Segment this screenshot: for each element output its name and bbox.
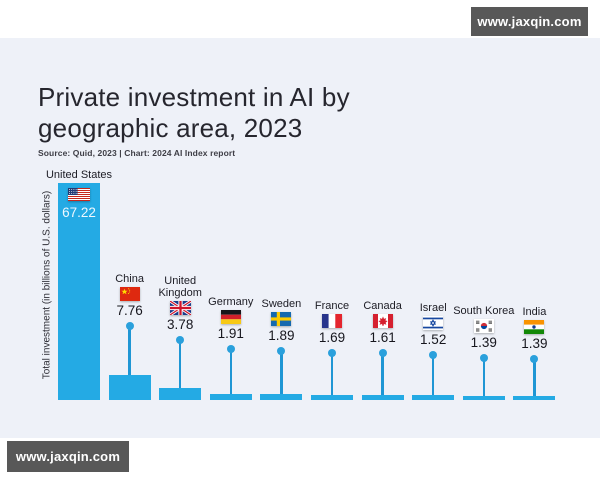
- connector-stem-canada: [381, 353, 384, 395]
- germany-flag-icon: [220, 310, 241, 324]
- country-label-france: France: [314, 299, 350, 312]
- connector-dot-china: [125, 322, 134, 330]
- country-label-united-kingdom: United Kingdom: [158, 275, 202, 299]
- bar-united-kingdom: [159, 387, 202, 400]
- bar-germany: [209, 393, 252, 400]
- country-label-india: India: [522, 305, 547, 318]
- israel-flag-icon: [423, 316, 444, 330]
- country-label-south-korea: South Korea: [453, 304, 515, 317]
- value-label-united-states: 67.22: [62, 205, 96, 220]
- connector-dot-germany: [226, 345, 235, 353]
- connector-stem-united-kingdom: [178, 340, 182, 388]
- connector-stem-india: [533, 359, 536, 396]
- value-label-south-korea: 1.39: [470, 335, 497, 350]
- bar-sweden: [260, 393, 303, 400]
- watermark-top: www.jaxqin.com: [471, 7, 588, 36]
- value-label-united-kingdom: 3.78: [167, 317, 194, 332]
- connector-stem-south-korea: [482, 358, 486, 396]
- bar-canada: [361, 394, 404, 400]
- watermark-bottom: www.jaxqin.com: [7, 441, 129, 472]
- bar-south-korea: [462, 395, 505, 400]
- bar-united-states: [58, 183, 100, 400]
- country-label-china: China: [115, 272, 144, 285]
- connector-dot-israel: [429, 351, 438, 359]
- bar-israel: [412, 395, 455, 400]
- country-label-united-states: United States: [45, 168, 113, 181]
- south-korea-flag-icon: [473, 319, 494, 333]
- connector-dot-united-kingdom: [176, 336, 185, 344]
- watermark-bottom-text: www.jaxqin.com: [15, 449, 121, 464]
- value-label-china: 7.76: [116, 303, 143, 318]
- value-label-israel: 1.52: [420, 332, 447, 347]
- connector-dot-india: [530, 355, 539, 363]
- connector-stem-china: [128, 326, 131, 375]
- bar-china: [108, 374, 151, 400]
- chart-panel: [0, 38, 600, 438]
- connector-dot-france: [328, 349, 336, 357]
- connector-dot-sweden: [277, 347, 286, 355]
- sweden-flag-icon: [271, 312, 292, 326]
- connector-stem-sweden: [280, 351, 283, 394]
- canada-flag-icon: [372, 314, 393, 328]
- connector-stem-israel: [431, 355, 435, 396]
- bar-france: [311, 394, 353, 400]
- country-label-germany: Germany: [208, 295, 254, 308]
- connector-dot-south-korea: [479, 354, 488, 362]
- value-label-france: 1.69: [318, 330, 346, 345]
- uk-flag-icon: [170, 301, 192, 315]
- connector-dot-canada: [378, 349, 387, 357]
- value-label-canada: 1.61: [369, 330, 396, 345]
- source-credit: Source: Quid, 2023 | Chart: 2024 AI Inde…: [38, 148, 236, 158]
- value-label-germany: 1.91: [217, 326, 244, 341]
- connector-stem-france: [330, 353, 334, 395]
- connector-stem-germany: [229, 349, 233, 394]
- france-flag-icon: [322, 314, 342, 328]
- country-label-sweden: Sweden: [261, 297, 302, 310]
- country-label-canada: Canada: [363, 299, 402, 312]
- value-label-india: 1.39: [521, 336, 548, 351]
- india-flag-icon: [524, 320, 545, 334]
- us-flag-icon: [68, 188, 90, 201]
- value-label-sweden: 1.89: [268, 328, 295, 343]
- chart-title: Private investment in AI by geographic a…: [38, 82, 350, 143]
- country-label-israel: Israel: [419, 301, 447, 314]
- china-flag-icon: [119, 287, 140, 301]
- bar-india: [513, 395, 556, 400]
- watermark-top-text: www.jaxqin.com: [477, 14, 582, 29]
